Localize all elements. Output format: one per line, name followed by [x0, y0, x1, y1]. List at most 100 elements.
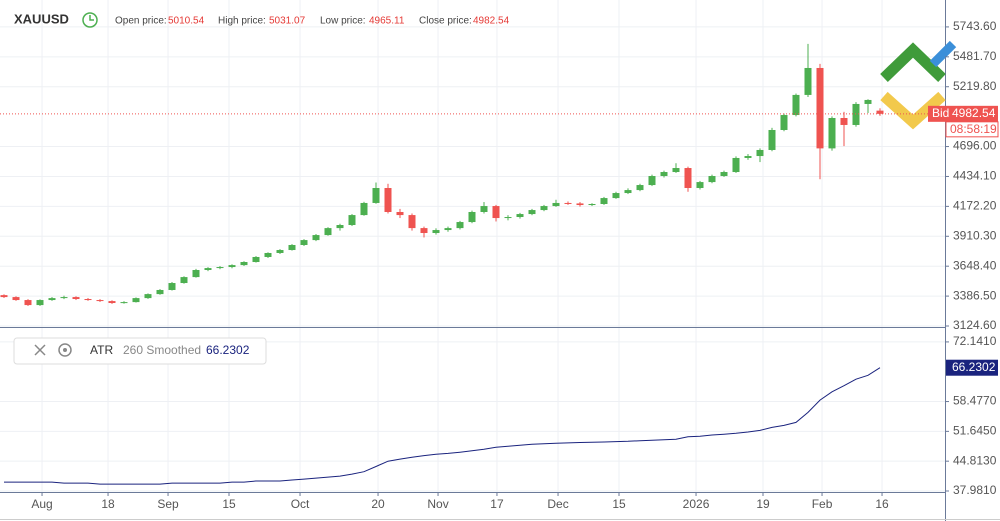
- high-label: High price:: [218, 16, 266, 27]
- logo: [880, 40, 957, 130]
- candle-body: [300, 240, 308, 245]
- x-tick-label: Nov: [427, 497, 448, 511]
- candle-body: [204, 268, 212, 271]
- candle-body: [780, 115, 788, 130]
- indicator-name: ATR: [90, 343, 113, 357]
- y-tick-label: 3648.40: [953, 258, 997, 272]
- candle-body: [24, 300, 32, 306]
- settings-icon[interactable]: [58, 343, 72, 357]
- x-tick-label: Oct: [291, 497, 310, 511]
- candle-body: [696, 182, 704, 189]
- indicator-axis-value: 66.2302: [952, 360, 996, 374]
- candle-body: [408, 215, 416, 229]
- candle-body: [540, 206, 548, 211]
- candle-body: [768, 129, 776, 150]
- x-tick-label: 19: [756, 497, 770, 511]
- candle-body: [312, 235, 320, 241]
- candle-body: [396, 211, 404, 216]
- candle-body: [852, 103, 860, 125]
- candle-body: [144, 294, 152, 299]
- timer: 08:58:19: [950, 122, 997, 136]
- candle-body: [372, 188, 380, 203]
- y-tick-label: 3124.60: [953, 318, 997, 332]
- candle-body: [96, 300, 104, 302]
- candle-body: [228, 265, 236, 268]
- indicator-value: 66.2302: [206, 343, 250, 357]
- y-tick-label: 72.1410: [953, 334, 997, 348]
- candle-body: [588, 203, 596, 206]
- candle-body: [708, 176, 716, 183]
- candle-body: [876, 110, 884, 114]
- high-value: 5031.07: [269, 16, 306, 27]
- candle-body: [816, 67, 824, 149]
- candle-body: [804, 67, 812, 95]
- candle-body: [72, 297, 80, 300]
- indicator-params: 260 Smoothed: [123, 343, 201, 357]
- candle-body: [552, 202, 560, 207]
- y-tick-label: 51.6450: [953, 424, 997, 438]
- remove-icon[interactable]: [34, 344, 46, 356]
- y-tick-label: 4434.10: [953, 169, 997, 183]
- open-value: 5010.54: [168, 16, 205, 27]
- candle-body: [492, 206, 500, 219]
- candle-body: [720, 172, 728, 177]
- candle-body: [48, 298, 56, 301]
- candle-body: [564, 202, 572, 204]
- candle-body: [612, 193, 620, 199]
- open-label: Open price:: [115, 16, 167, 27]
- candle-body: [360, 202, 368, 216]
- y-tick-label: 5743.60: [953, 19, 997, 33]
- candle-body: [744, 156, 752, 158]
- x-tick-label: 20: [371, 497, 385, 511]
- candle-body: [288, 244, 296, 251]
- y-tick-label: 5481.70: [953, 49, 997, 63]
- candle-body: [636, 185, 644, 191]
- low-value: 4965.11: [369, 16, 405, 27]
- indicator-legend: [13, 337, 267, 365]
- bid-value: 4982.54: [952, 106, 996, 120]
- candle-body: [600, 198, 608, 204]
- candle-body: [384, 188, 392, 212]
- candle-body: [576, 203, 584, 206]
- timer-box: [945, 121, 999, 138]
- close-label: Close price:: [419, 16, 472, 27]
- candle-body: [36, 300, 44, 306]
- candle-body: [276, 250, 284, 253]
- symbol: XAUUSD: [14, 11, 69, 26]
- candle-body: [132, 298, 140, 303]
- y-tick-label: 4696.00: [953, 139, 997, 153]
- candle-body: [840, 118, 848, 125]
- candle-body: [504, 217, 512, 219]
- candle-body: [336, 225, 344, 229]
- low-label: Low price:: [320, 16, 366, 27]
- candle-body: [156, 289, 164, 295]
- y-tick-label: 3386.50: [953, 288, 997, 302]
- x-tick-label: Feb: [812, 497, 833, 511]
- candle-body: [264, 252, 272, 257]
- close-value: 4982.54: [473, 16, 510, 27]
- clock-icon[interactable]: [82, 12, 98, 28]
- x-tick-label: 15: [222, 497, 236, 511]
- y-tick-label: 58.4770: [953, 394, 997, 408]
- indicator-line: [4, 367, 881, 485]
- candle-body: [240, 262, 248, 266]
- y-tick-label: 5219.80: [953, 79, 997, 93]
- x-tick-label: 15: [612, 497, 626, 511]
- candle-body: [348, 215, 356, 226]
- candle-body: [672, 168, 680, 173]
- candle-body: [432, 230, 440, 234]
- candle-body: [792, 94, 800, 116]
- candle-body: [756, 149, 764, 157]
- candle-body: [420, 228, 428, 234]
- y-tick-label: 37.9810: [953, 483, 997, 497]
- indicator-value-box: [946, 359, 998, 376]
- candle-body: [0, 295, 8, 298]
- x-tick-label: Sep: [157, 497, 179, 511]
- candle-body: [192, 270, 200, 278]
- x-tick-label: 18: [101, 497, 115, 511]
- candle-body: [480, 206, 488, 212]
- x-tick-label: 2026: [683, 497, 710, 511]
- candle-body: [468, 211, 476, 223]
